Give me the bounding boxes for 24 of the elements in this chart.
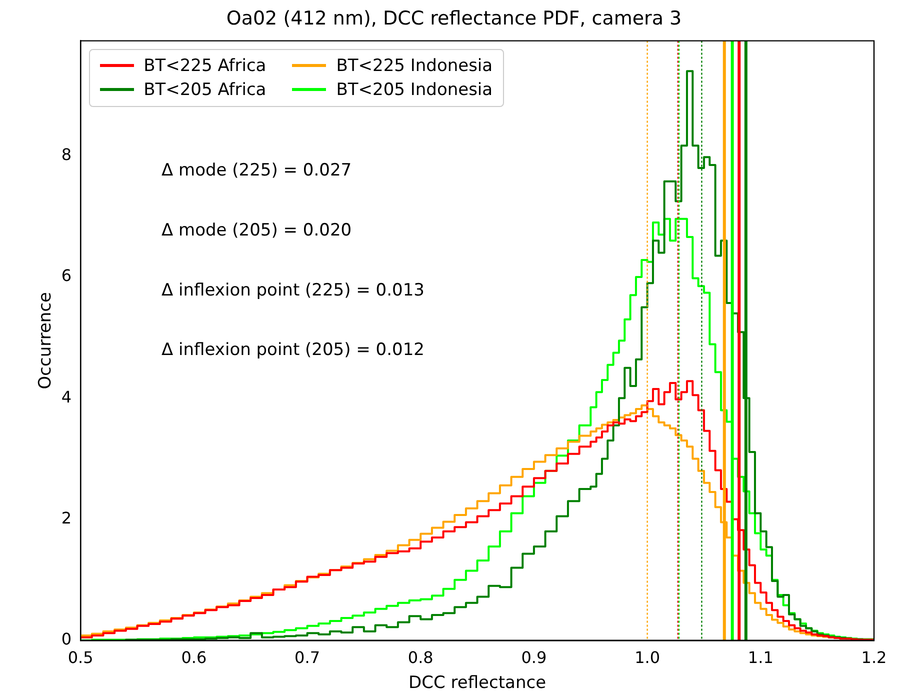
annotation: Δ mode (205) = 0.020 <box>162 220 352 240</box>
y-tick-label: 8 <box>61 145 72 164</box>
y-axis-title: Occurrence <box>36 292 56 390</box>
y-tick-label: 0 <box>61 630 72 649</box>
legend-label: BT<205 Indonesia <box>336 80 493 100</box>
x-tick-label: 1.1 <box>748 648 774 668</box>
annotation: Δ inflexion point (225) = 0.013 <box>162 280 424 300</box>
x-tick-label: 0.9 <box>521 648 547 668</box>
x-tick-label: 0.6 <box>181 648 207 668</box>
annotation: Δ mode (225) = 0.027 <box>162 160 352 180</box>
x-tick-label: 0.5 <box>68 648 94 668</box>
x-tick-label: 1.0 <box>634 648 660 668</box>
legend-label: BT<205 Africa <box>144 80 266 100</box>
legend-label: BT<225 Indonesia <box>336 56 493 76</box>
x-tick-label: 0.8 <box>408 648 434 668</box>
x-tick-label: 1.2 <box>861 648 887 668</box>
y-tick-label: 4 <box>61 387 72 406</box>
x-axis-title: DCC reflectance <box>408 673 546 694</box>
y-tick-label: 2 <box>61 508 72 528</box>
annotation: Δ inflexion point (205) = 0.012 <box>162 340 424 360</box>
legend-label: BT<225 Africa <box>144 56 266 76</box>
chart-title: Oa02 (412 nm), DCC reflectance PDF, camera 3 <box>226 7 682 30</box>
x-tick-label: 0.7 <box>294 648 320 668</box>
y-tick-label: 6 <box>61 266 72 286</box>
